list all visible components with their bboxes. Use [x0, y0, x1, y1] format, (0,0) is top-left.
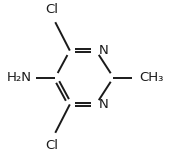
Text: Cl: Cl [45, 3, 58, 16]
Text: N: N [99, 44, 108, 57]
Text: CH₃: CH₃ [140, 71, 164, 84]
Text: N: N [99, 98, 108, 111]
Text: Cl: Cl [45, 139, 58, 152]
Text: H₂N: H₂N [6, 71, 31, 84]
